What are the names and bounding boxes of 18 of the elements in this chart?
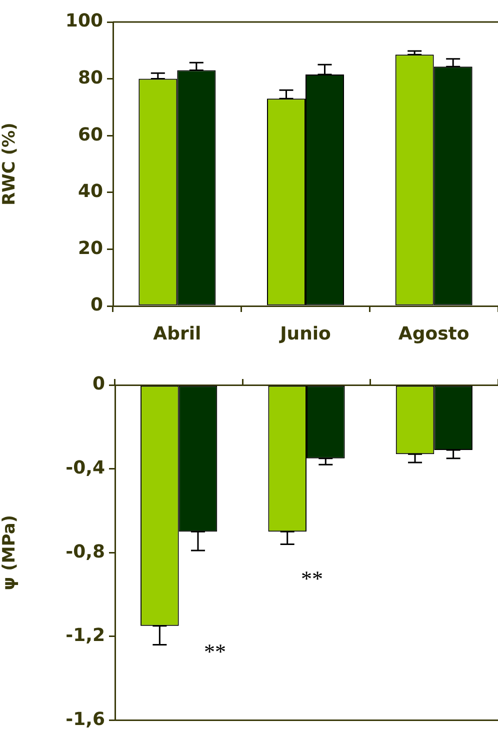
- x-tick-label: Abril: [153, 323, 202, 344]
- annotation: **: [204, 638, 226, 664]
- y-tick-label: -0,4: [66, 457, 105, 478]
- y-tick-label: -1,6: [66, 708, 105, 730]
- y-tick-label: 0: [92, 374, 105, 395]
- y-axis-title: ψ (MPa): [0, 514, 20, 590]
- x-tick-label: Agosto: [398, 323, 470, 344]
- y-tick-label: 0: [90, 294, 103, 316]
- x-tick-label: Junio: [278, 323, 331, 344]
- y-tick-label: 20: [78, 238, 103, 259]
- y-tick-label: -1,2: [66, 625, 105, 646]
- y-tick-label: 100: [65, 10, 103, 32]
- y-tick-label: -0,8: [66, 541, 105, 562]
- y-tick-label: 80: [78, 67, 103, 88]
- y-tick-label: 60: [78, 124, 103, 146]
- y-axis-title: RWC (%): [0, 122, 20, 206]
- y-tick-label: 40: [78, 181, 103, 202]
- annotation: **: [301, 566, 323, 591]
